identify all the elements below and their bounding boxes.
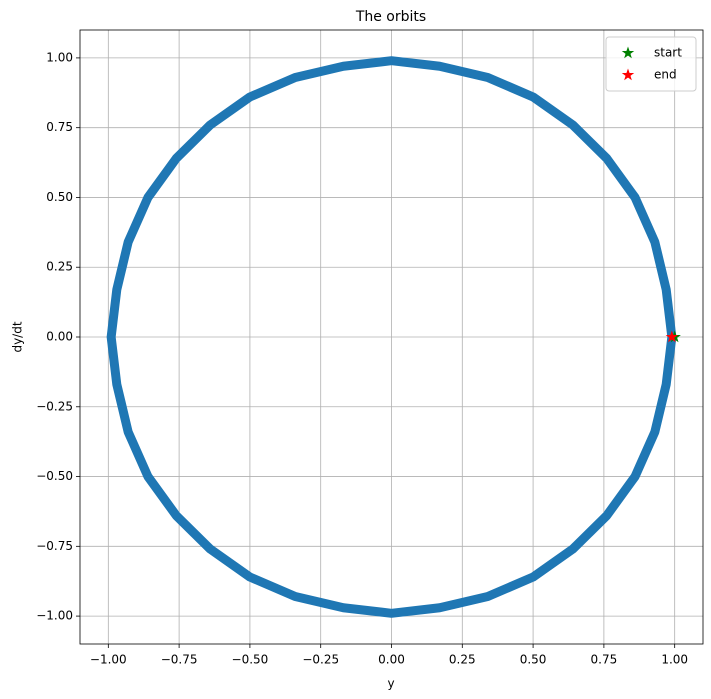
y-tick-label: −0.50 [36,469,73,483]
x-axis-label: y [387,677,394,691]
x-tick-label: 1.00 [661,653,688,667]
y-tick-label: 0.25 [46,260,73,274]
y-tick-label: 0.00 [46,330,73,344]
x-tick-label: −1.00 [90,653,127,667]
orbit-line [106,56,677,618]
y-tick-label: 1.00 [46,50,73,64]
legend-label: end [654,68,677,82]
y-tick-label: −0.75 [36,539,73,553]
y-tick-label: −0.25 [36,399,73,413]
x-tick-label: −0.75 [161,653,198,667]
y-tick-label: 0.75 [46,120,73,134]
x-tick-label: 0.50 [520,653,547,667]
star-marker [665,330,679,343]
legend: start end [605,36,697,92]
x-tick-label: 0.75 [591,653,618,667]
legend-marker [621,68,635,81]
y-tick-label: −1.00 [36,609,73,623]
legend-box [605,36,697,92]
x-tick-label: −0.25 [302,653,339,667]
axes-frame [79,29,704,645]
y-axis-label: dy/dt [11,321,25,352]
x-tick-label: 0.00 [378,653,405,667]
legend-marker [621,46,635,59]
y-tick-label: 0.50 [46,190,73,204]
x-tick-label: 0.25 [449,653,476,667]
chart-title: The orbits [355,9,426,25]
legend-label: start [654,46,682,60]
x-tick-label: −0.50 [232,653,269,667]
